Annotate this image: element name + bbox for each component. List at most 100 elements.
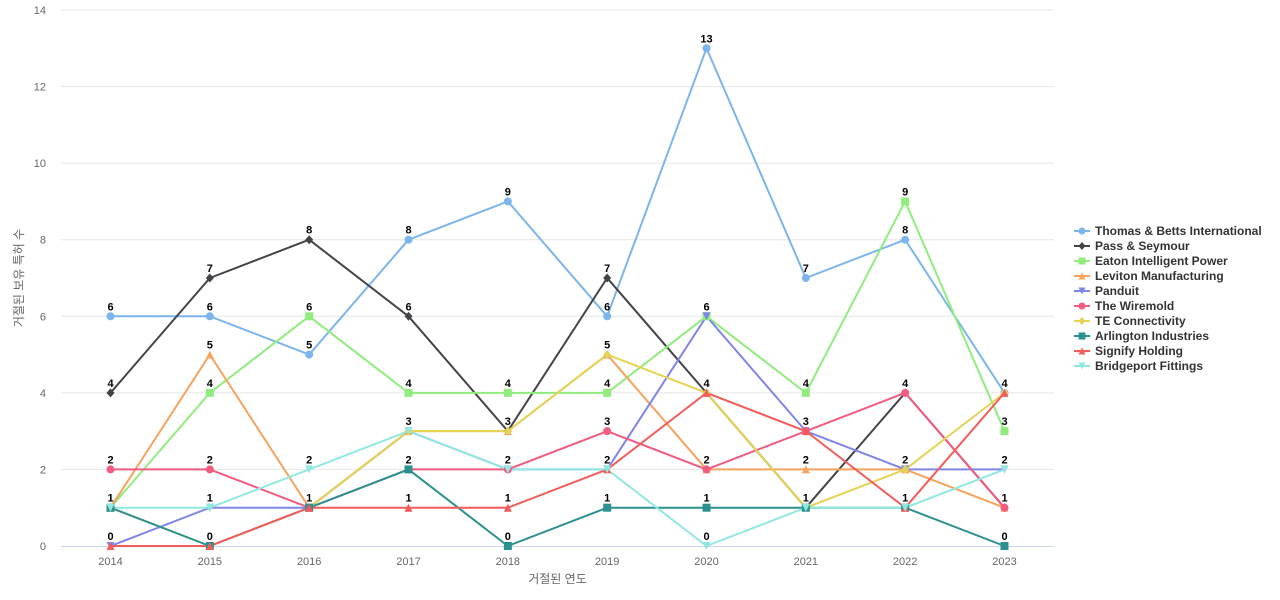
- data-point-arlington-industries[interactable]: [1000, 542, 1009, 550]
- x-tick-label: 2014: [98, 556, 122, 568]
- data-point-pass-and-seymour[interactable]: [305, 235, 314, 245]
- legend-item-the-wiremold[interactable]: The Wiremold: [1074, 299, 1174, 313]
- data-point-bridgeport-fittings[interactable]: [205, 503, 214, 512]
- data-label: 2: [703, 454, 709, 466]
- legend-item-leviton-manufacturing[interactable]: Leviton Manufacturing: [1074, 269, 1224, 283]
- data-point-eaton-intelligent-power[interactable]: [305, 312, 314, 321]
- data-point-bridgeport-fittings[interactable]: [702, 542, 711, 550]
- data-label: 4: [405, 378, 412, 390]
- y-tick-label: 8: [40, 235, 46, 247]
- legend-item-panduit[interactable]: Panduit: [1074, 284, 1139, 298]
- data-point-pass-and-seymour[interactable]: [603, 273, 612, 283]
- legend-item-arlington-industries[interactable]: Arlington Industries: [1074, 329, 1209, 343]
- data-point-te-connectivity[interactable]: [901, 464, 910, 474]
- data-point-signify-holding[interactable]: [503, 503, 512, 512]
- data-point-pass-and-seymour[interactable]: [205, 273, 214, 283]
- data-point-bridgeport-fittings[interactable]: [801, 503, 810, 512]
- data-label: 1: [306, 493, 312, 505]
- data-label: 1: [405, 493, 411, 505]
- data-label: 2: [604, 454, 610, 466]
- data-point-the-wiremold[interactable]: [205, 465, 214, 474]
- data-label: 3: [505, 416, 511, 428]
- data-point-arlington-industries[interactable]: [503, 542, 512, 550]
- legend-item-bridgeport-fittings[interactable]: Bridgeport Fittings: [1074, 359, 1203, 373]
- data-point-thomas-and-betts-international[interactable]: [603, 312, 612, 321]
- data-label: 1: [1001, 493, 1007, 505]
- data-point-the-wiremold[interactable]: [603, 427, 612, 436]
- data-label: 3: [1001, 416, 1007, 428]
- data-point-thomas-and-betts-international[interactable]: [901, 235, 910, 244]
- data-label: 7: [604, 263, 610, 275]
- data-point-thomas-and-betts-international[interactable]: [801, 274, 810, 282]
- y-tick-label: 10: [34, 158, 46, 170]
- data-point-signify-holding[interactable]: [801, 427, 810, 436]
- data-point-the-wiremold[interactable]: [901, 388, 910, 397]
- data-point-bridgeport-fittings[interactable]: [1000, 465, 1009, 474]
- data-point-eaton-intelligent-power[interactable]: [1000, 427, 1009, 436]
- data-point-the-wiremold[interactable]: [702, 465, 711, 474]
- data-point-eaton-intelligent-power[interactable]: [603, 388, 612, 397]
- data-point-thomas-and-betts-international[interactable]: [503, 197, 512, 206]
- data-point-te-connectivity[interactable]: [503, 426, 512, 436]
- data-point-bridgeport-fittings[interactable]: [106, 503, 115, 512]
- legend-item-te-connectivity[interactable]: TE Connectivity: [1074, 314, 1186, 328]
- data-point-leviton-manufacturing[interactable]: [801, 465, 810, 474]
- data-point-te-connectivity[interactable]: [603, 350, 612, 360]
- y-tick-label: 2: [40, 464, 46, 476]
- data-point-signify-holding[interactable]: [305, 503, 314, 512]
- data-point-arlington-industries[interactable]: [702, 503, 711, 512]
- data-point-arlington-industries[interactable]: [404, 465, 413, 474]
- data-point-thomas-and-betts-international[interactable]: [305, 350, 314, 359]
- data-point-leviton-manufacturing[interactable]: [205, 350, 214, 359]
- legend-item-pass-and-seymour[interactable]: Pass & Seymour: [1074, 239, 1190, 253]
- data-point-the-wiremold[interactable]: [106, 465, 115, 474]
- series-line-panduit: [110, 315, 1005, 547]
- legend-label: TE Connectivity: [1095, 314, 1186, 328]
- data-label: 4: [902, 378, 909, 390]
- data-point-thomas-and-betts-international[interactable]: [404, 235, 413, 244]
- series-line-signify-holding: [110, 391, 1006, 547]
- data-point-thomas-and-betts-international[interactable]: [702, 44, 711, 53]
- series-markers: [106, 44, 1009, 551]
- data-point-eaton-intelligent-power[interactable]: [801, 388, 810, 397]
- data-point-eaton-intelligent-power[interactable]: [503, 388, 512, 397]
- y-tick-label: 6: [40, 311, 46, 323]
- data-point-bridgeport-fittings[interactable]: [901, 503, 910, 512]
- data-label: 6: [306, 301, 312, 313]
- data-point-eaton-intelligent-power[interactable]: [901, 197, 910, 206]
- data-point-thomas-and-betts-international[interactable]: [106, 312, 115, 321]
- data-point-signify-holding[interactable]: [702, 388, 711, 397]
- data-point-bridgeport-fittings[interactable]: [305, 465, 314, 474]
- legend-label: Thomas & Betts International: [1095, 224, 1262, 238]
- series-line-the-wiremold: [110, 391, 1006, 509]
- data-label: 6: [207, 301, 213, 313]
- data-point-eaton-intelligent-power[interactable]: [205, 388, 214, 397]
- legend-marker: [1078, 347, 1086, 355]
- data-label: 4: [703, 378, 710, 390]
- data-point-signify-holding[interactable]: [106, 542, 115, 550]
- data-point-bridgeport-fittings[interactable]: [503, 465, 512, 474]
- legend-item-thomas-and-betts-international[interactable]: Thomas & Betts International: [1074, 224, 1262, 238]
- data-point-bridgeport-fittings[interactable]: [603, 465, 612, 474]
- data-point-signify-holding[interactable]: [404, 503, 413, 512]
- y-tick-label: 14: [34, 5, 46, 17]
- data-point-eaton-intelligent-power[interactable]: [404, 388, 413, 397]
- legend-label: Eaton Intelligent Power: [1095, 254, 1228, 268]
- legend-item-signify-holding[interactable]: Signify Holding: [1074, 344, 1183, 358]
- data-point-signify-holding[interactable]: [205, 542, 214, 550]
- data-point-bridgeport-fittings[interactable]: [404, 427, 413, 436]
- legend-item-eaton-intelligent-power[interactable]: Eaton Intelligent Power: [1074, 254, 1228, 268]
- data-label: 6: [604, 301, 610, 313]
- x-tick-label: 2018: [496, 556, 520, 568]
- data-point-signify-holding[interactable]: [1000, 388, 1009, 397]
- data-point-pass-and-seymour[interactable]: [106, 388, 115, 398]
- data-label: 8: [405, 225, 411, 237]
- data-point-thomas-and-betts-international[interactable]: [205, 312, 214, 321]
- data-point-panduit[interactable]: [702, 312, 711, 321]
- data-point-pass-and-seymour[interactable]: [404, 311, 413, 321]
- data-point-the-wiremold[interactable]: [1000, 503, 1009, 512]
- data-label: 13: [700, 33, 712, 45]
- data-point-arlington-industries[interactable]: [603, 503, 612, 512]
